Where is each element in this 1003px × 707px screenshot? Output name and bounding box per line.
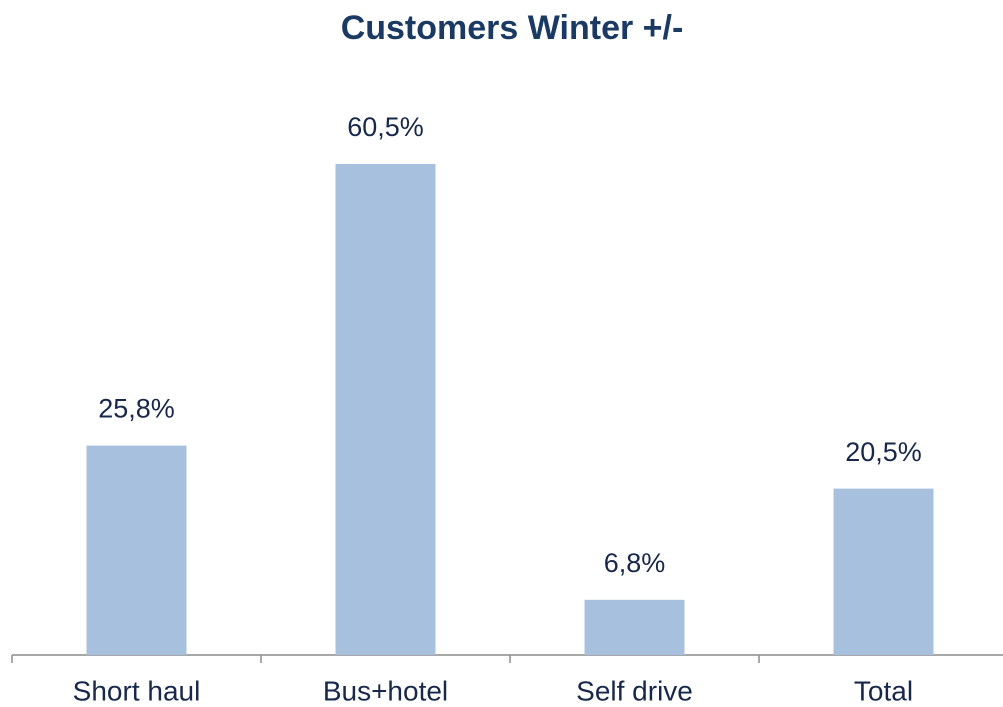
x-tick-label: Short haul: [73, 675, 201, 706]
bar: [86, 445, 187, 655]
x-tick-label: Self drive: [576, 675, 693, 706]
data-label: 25,8%: [98, 394, 175, 424]
x-tick-label: Total: [854, 675, 913, 706]
data-label: 60,5%: [347, 112, 424, 142]
bar: [584, 599, 685, 655]
data-label: 6,8%: [604, 548, 666, 578]
chart-title: Customers Winter +/-: [341, 9, 684, 47]
x-tick-label: Bus+hotel: [323, 675, 448, 706]
data-label: 20,5%: [845, 437, 922, 467]
bar: [335, 164, 436, 655]
bar: [833, 488, 934, 655]
